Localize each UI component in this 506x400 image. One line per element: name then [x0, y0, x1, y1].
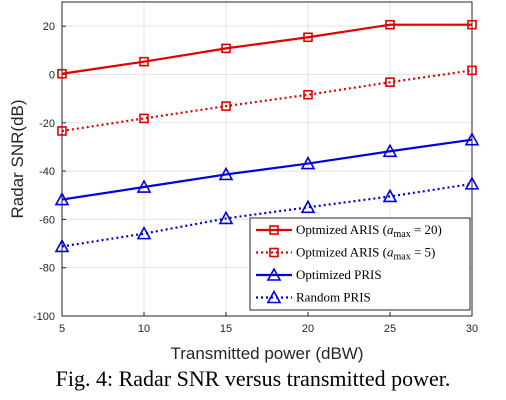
data-point [139, 113, 149, 124]
data-point [54, 191, 70, 206]
y-tick-label: -100 [33, 311, 55, 323]
data-point [464, 176, 480, 190]
legend-marker [269, 225, 279, 235]
series-group [54, 19, 480, 253]
legend-label-part: Random PRIS [296, 290, 371, 305]
data-point [464, 132, 480, 146]
legend-label: Optimized PRIS [296, 267, 382, 282]
data-point [218, 210, 234, 225]
legend-marker [266, 267, 282, 281]
series-1 [57, 19, 477, 79]
data-point [218, 166, 234, 181]
data-point [221, 43, 231, 54]
legend-label: Optmized ARIS (amax = 5) [296, 245, 435, 263]
data-point [54, 238, 70, 253]
data-point [139, 56, 149, 67]
data-point [385, 77, 395, 87]
x-tick-label: 10 [138, 323, 150, 335]
x-tick-label: 5 [59, 323, 65, 335]
data-point [57, 126, 67, 136]
data-point [303, 89, 313, 100]
legend-entry: Optmized ARIS (amax = 20) [256, 222, 442, 240]
data-point [303, 32, 313, 43]
legend-label-part: a [387, 245, 394, 260]
x-tick-label: 25 [384, 323, 396, 335]
x-tick-label: 15 [220, 323, 232, 335]
legend-entry: Optmized ARIS (amax = 5) [256, 245, 435, 263]
y-tick-label: -40 [39, 166, 55, 178]
x-tick-label: 30 [466, 323, 478, 335]
series-2 [57, 65, 477, 136]
x-tick-label: 20 [302, 323, 314, 335]
data-point [382, 143, 398, 158]
legend-box [249, 217, 471, 311]
chart-figure: 5 10 15 20 25 30 -100 -80 -60 -40 -20 0 20 Transmitt… [8, 1, 480, 363]
legend-label-part: Optimized PRIS [296, 267, 382, 282]
y-tick-label: -60 [39, 214, 55, 226]
y-tick-label: -20 [39, 118, 55, 130]
data-point [300, 155, 316, 170]
legend-label-part: max [394, 229, 411, 240]
figure-caption: Fig. 4: Radar SNR versus transmitted pow… [55, 366, 451, 391]
legend-entry: Random PRIS [256, 290, 371, 305]
plot-area-frame [61, 1, 473, 317]
legend-label-part: Optmized ARIS ( [296, 245, 387, 260]
data-point [467, 65, 477, 76]
data-point [57, 68, 67, 79]
legend-label-part: a [387, 222, 394, 237]
legend-label-part: max [394, 252, 411, 263]
y-tick-label: 0 [49, 69, 55, 81]
y-tick-label: 20 [43, 21, 55, 33]
series-line [61, 182, 473, 248]
axis-ticks: 5 10 15 20 25 30 -100 -80 -60 -40 -20 0 20 [33, 21, 478, 335]
x-axis-title: Transmitted power (dBW) [170, 344, 363, 363]
series-line [61, 69, 473, 133]
series-3 [54, 132, 480, 206]
data-point [136, 179, 152, 193]
data-point [467, 19, 477, 30]
y-axis-title: Radar SNR(dB) [8, 99, 27, 218]
series-4 [54, 176, 480, 253]
series-line [61, 138, 473, 201]
legend-marker [266, 289, 282, 304]
data-point [385, 19, 395, 30]
data-point [382, 188, 398, 203]
legend: Optmized ARIS (amax = 20)Optmized ARIS (… [249, 217, 471, 311]
data-point [221, 101, 231, 111]
legend-label-part: = 20) [411, 222, 442, 237]
legend-label-part: Optmized ARIS ( [296, 222, 387, 237]
data-point [136, 225, 152, 240]
legend-label: Optmized ARIS (amax = 20) [296, 222, 442, 240]
data-point [300, 199, 316, 214]
legend-entry: Optimized PRIS [256, 267, 382, 282]
y-tick-label: -80 [39, 263, 55, 275]
legend-label-part: = 5) [411, 245, 436, 260]
legend-marker [269, 247, 279, 258]
series-line [61, 23, 472, 75]
legend-label: Random PRIS [296, 290, 371, 305]
